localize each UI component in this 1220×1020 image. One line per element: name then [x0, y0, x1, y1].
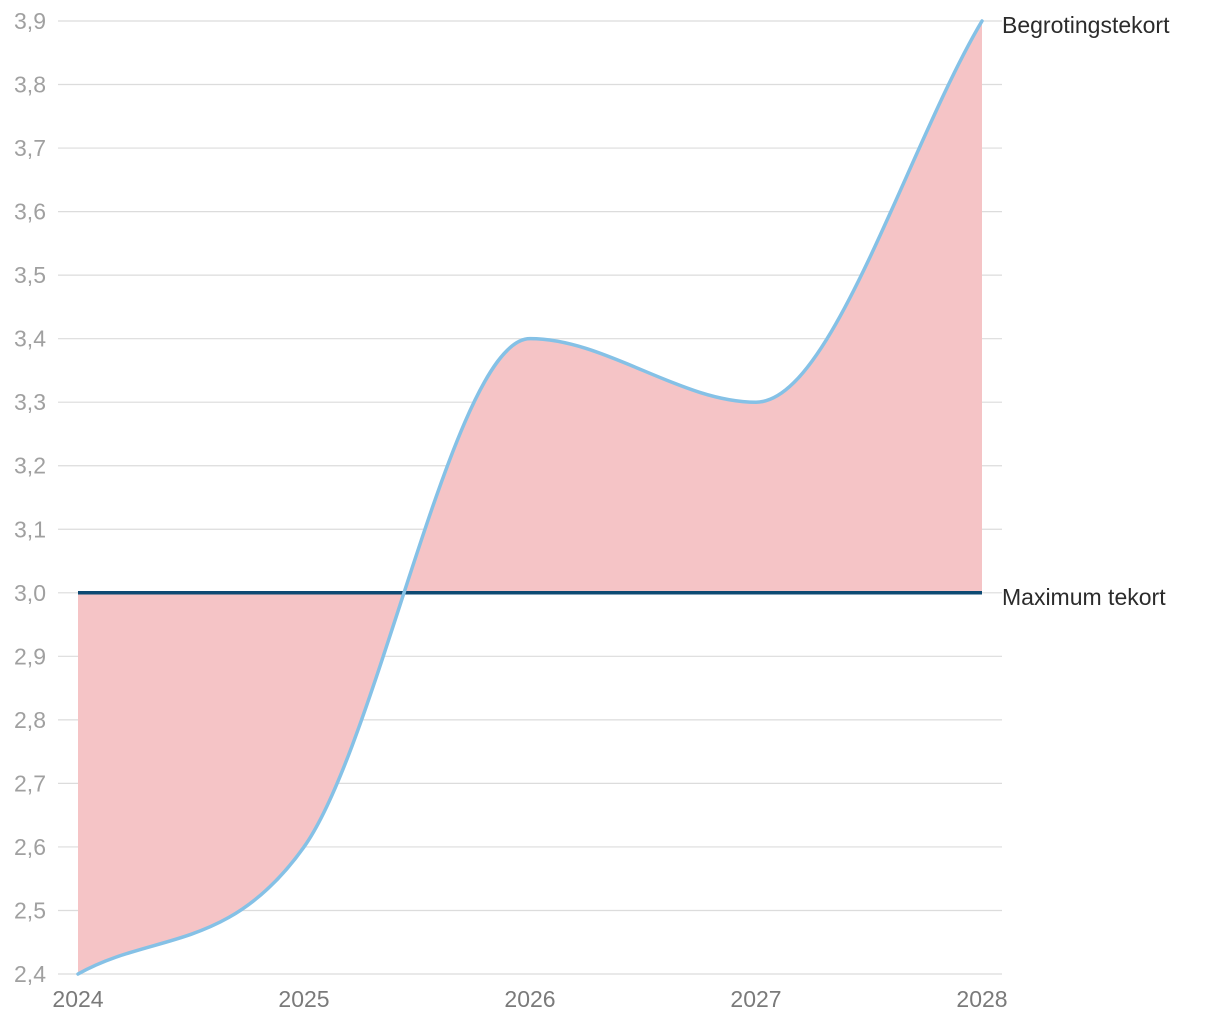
y-tick-label: 3,3 — [14, 389, 46, 415]
y-tick-label: 3,1 — [14, 516, 46, 542]
y-tick-label: 3,5 — [14, 262, 46, 288]
y-tick-label: 2,7 — [14, 770, 46, 796]
y-axis-ticks: 2,4 2,5 2,6 2,7 2,8 2,9 3,0 3,1 3,2 3,3 3,4 3,5 3,6 3… — [14, 8, 46, 987]
x-tick-label: 2026 — [504, 986, 555, 1012]
x-tick-label: 2025 — [278, 986, 329, 1012]
series-line-begrotingstekort — [76, 19, 984, 976]
area-layer — [78, 21, 982, 974]
line-layer — [76, 19, 984, 976]
x-tick-label: 2027 — [730, 986, 781, 1012]
y-tick-label: 2,8 — [14, 707, 46, 733]
deficit-area — [78, 21, 982, 974]
series-labels: Begrotingstekort Maximum tekort — [1002, 12, 1170, 610]
y-tick-label: 2,9 — [14, 643, 46, 669]
x-tick-label: 2028 — [956, 986, 1007, 1012]
y-tick-label: 2,5 — [14, 897, 46, 923]
y-tick-label: 3,0 — [14, 580, 46, 606]
y-tick-label: 3,8 — [14, 72, 46, 98]
series-label-maximum-tekort: Maximum tekort — [1002, 584, 1166, 610]
y-tick-label: 3,6 — [14, 199, 46, 225]
x-tick-label: 2024 — [52, 986, 103, 1012]
y-tick-label: 3,7 — [14, 135, 46, 161]
y-tick-label: 3,2 — [14, 453, 46, 479]
y-tick-label: 2,4 — [14, 961, 46, 987]
y-tick-label: 2,6 — [14, 834, 46, 860]
series-label-begrotingstekort: Begrotingstekort — [1002, 12, 1170, 38]
x-axis-ticks: 2024 2025 2026 2027 2028 — [52, 986, 1007, 1012]
y-tick-label: 3,9 — [14, 8, 46, 34]
y-tick-label: 3,4 — [14, 326, 46, 352]
